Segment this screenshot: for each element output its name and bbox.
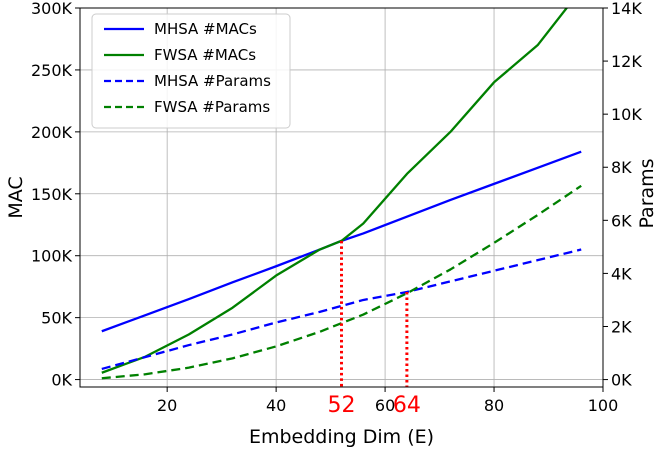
y-tick-label: 200K [31,123,73,142]
ticks-layer: 20 40 60 80 100 0K 50K 100K 150K 200K 250K 300K 0K 2K… [31,0,642,415]
x-tick-label: 100 [588,396,619,415]
legend-box [91,13,291,129]
annotation-label-64: 64 [393,393,421,418]
y2-tick-label: 12K [611,52,642,71]
y-tick-label: 0K [51,371,72,390]
x-tick-label: 80 [484,396,504,415]
y2-tick-label: 6K [611,211,632,230]
plot-frame [79,7,604,388]
y-tick-label: 100K [31,247,73,266]
legend-label: MHSA #Params [154,72,271,90]
annotation-label-52: 52 [328,393,356,418]
y2-tick-label: 0K [611,371,632,390]
y2-axis-label: Params [636,158,658,228]
y2-tick-label: 8K [611,158,632,177]
x-tick-label: 40 [266,396,286,415]
y2-tick-label: 2K [611,317,632,336]
legend: MHSA #MACs FWSA #MACs MHSA #Params FWSA #Pa… [91,13,291,129]
x-axis-label: Embedding Dim (E) [249,426,434,448]
y2-tick-label: 10K [611,105,642,124]
annotation-layer: 52 64 [328,240,421,418]
legend-label: MHSA #MACs [154,20,257,38]
series-line-fwsa-params [101,184,582,380]
x-tick-label: 20 [157,396,177,415]
y-tick-label: 150K [31,185,73,204]
legend-label: FWSA #Params [154,98,270,116]
y-tick-label: 250K [31,61,73,80]
y2-tick-label: 4K [611,264,632,283]
y2-tick-label: 14K [611,0,642,18]
y-axis-label: MAC [5,176,27,218]
y-tick-label: 50K [41,309,72,328]
legend-label: FWSA #MACs [154,46,256,64]
series-line-mhsa-params [101,248,582,371]
y-tick-label: 300K [31,0,73,18]
x-tick-label: 60 [375,396,395,415]
